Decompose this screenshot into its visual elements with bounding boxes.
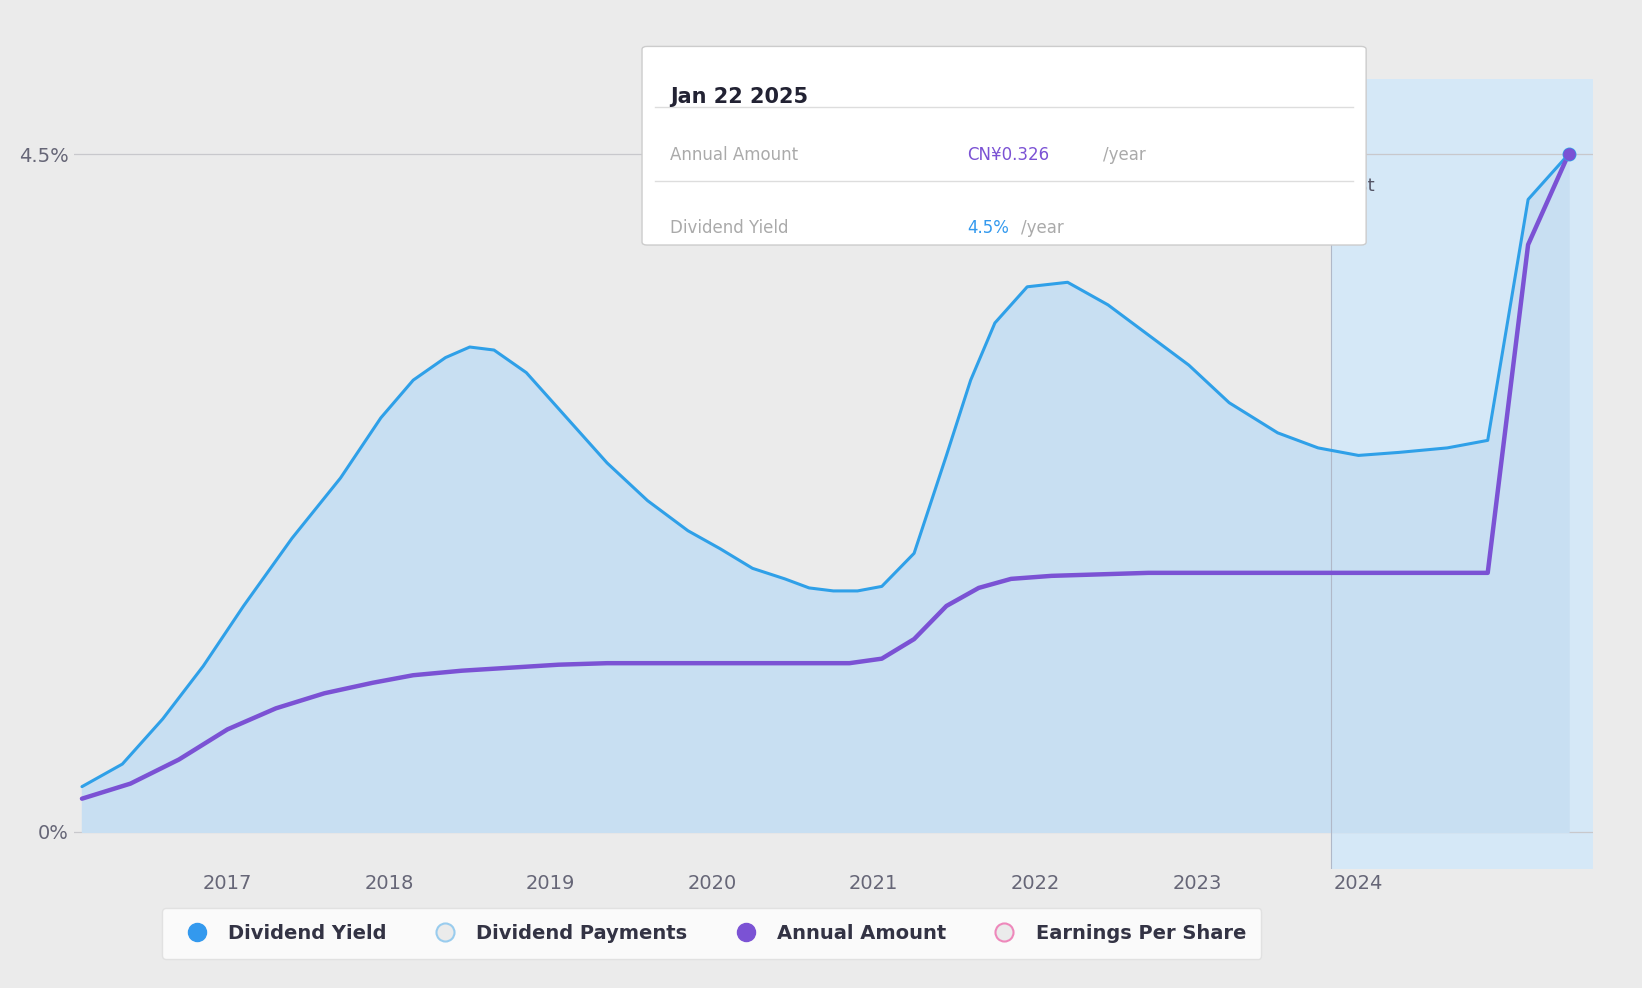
Text: Annual Amount: Annual Amount bbox=[670, 146, 798, 164]
Legend: Dividend Yield, Dividend Payments, Annual Amount, Earnings Per Share: Dividend Yield, Dividend Payments, Annua… bbox=[163, 908, 1261, 958]
Text: CN¥0.326: CN¥0.326 bbox=[967, 146, 1049, 164]
Text: /year: /year bbox=[1021, 219, 1064, 237]
Text: Jan 22 2025: Jan 22 2025 bbox=[670, 87, 808, 107]
Bar bbox=[1332, 79, 1642, 869]
Text: /year: /year bbox=[1103, 146, 1146, 164]
Text: Dividend Yield: Dividend Yield bbox=[670, 219, 788, 237]
Text: Past: Past bbox=[1338, 177, 1374, 195]
Text: 4.5%: 4.5% bbox=[967, 219, 1010, 237]
